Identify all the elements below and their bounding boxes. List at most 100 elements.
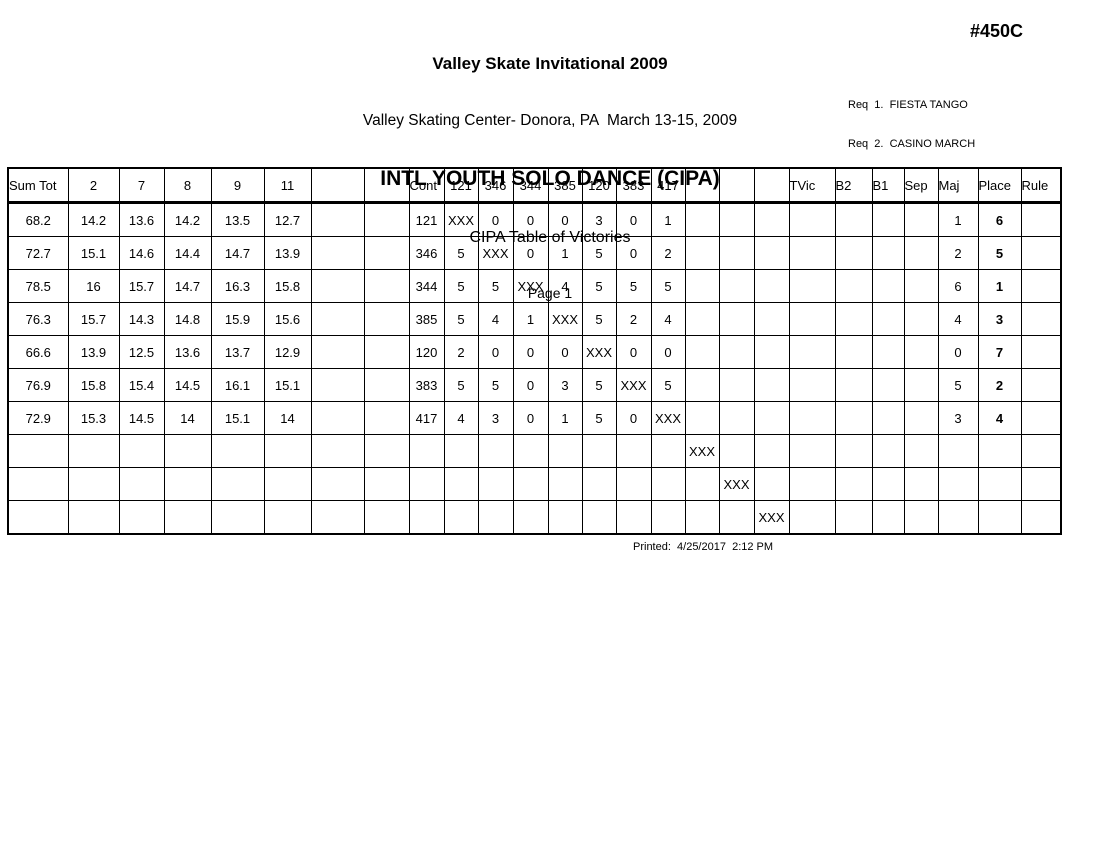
table-cell: 15.1 [67, 236, 120, 270]
table-cell: 14.5 [118, 401, 165, 435]
column-header-346: 346 [477, 167, 514, 204]
table-cell [67, 434, 120, 468]
table-cell [363, 467, 410, 501]
table-cell [443, 467, 479, 501]
table-cell [7, 500, 69, 535]
table-cell [363, 269, 410, 303]
table-cell [363, 434, 410, 468]
column-header-place: Place [977, 167, 1022, 204]
table-cell [718, 368, 755, 402]
table-cell [753, 434, 790, 468]
table-cell: 12.9 [263, 335, 312, 369]
table-cell [1020, 236, 1062, 270]
table-cell: 5 [977, 236, 1022, 270]
header-row: Sum Tot 2 7 8 9 11 Cont 121 346 344 385 120 383 417 TV… [7, 167, 1062, 204]
table-cell: 14.5 [163, 368, 212, 402]
table-cell: XXX [581, 335, 617, 369]
table-cell: 417 [408, 401, 445, 435]
table-cell: 346 [408, 236, 445, 270]
table-cell [684, 269, 720, 303]
table-cell [263, 467, 312, 501]
table-cell [718, 401, 755, 435]
table-cell [788, 302, 836, 336]
table-cell [788, 202, 836, 237]
table-cell [684, 467, 720, 501]
table-cell [753, 302, 790, 336]
table-cell: 2 [443, 335, 479, 369]
table-cell [788, 401, 836, 435]
table-cell: 1 [512, 302, 549, 336]
table-cell [977, 434, 1022, 468]
table-cell [263, 500, 312, 535]
table-row: XXX [7, 467, 1062, 501]
table-cell [547, 434, 583, 468]
table-cell: 5 [581, 236, 617, 270]
table-cell: 1 [650, 202, 686, 237]
table-cell [7, 434, 69, 468]
table-cell [67, 500, 120, 535]
table-cell [903, 500, 939, 535]
table-cell [871, 467, 905, 501]
table-cell: 4 [477, 302, 514, 336]
table-cell [718, 202, 755, 237]
table-cell: 3 [937, 401, 979, 435]
table-cell [210, 434, 265, 468]
column-header-344: 344 [512, 167, 549, 204]
column-header-blank [753, 167, 790, 204]
table-cell [163, 500, 212, 535]
table-cell [310, 202, 365, 237]
table-cell [834, 368, 873, 402]
table-cell: 5 [650, 368, 686, 402]
table-cell [581, 467, 617, 501]
table-row: 76.3 15.7 14.3 14.8 15.9 15.6 385 5 4 1 XXX 5 2 4 4 3 [7, 302, 1062, 336]
table-cell [310, 368, 365, 402]
table-cell: 5 [443, 269, 479, 303]
table-cell [477, 434, 514, 468]
table-cell [788, 236, 836, 270]
table-cell: 4 [443, 401, 479, 435]
table-cell [310, 467, 365, 501]
table-cell [834, 335, 873, 369]
table-cell: 15.9 [210, 302, 265, 336]
table-row: XXX [7, 500, 1062, 535]
table-cell: 14.8 [163, 302, 212, 336]
table-cell [443, 500, 479, 535]
table-cell: 15.1 [263, 368, 312, 402]
table-cell: XXX [684, 434, 720, 468]
table-cell: 5 [581, 401, 617, 435]
column-header-9: 9 [210, 167, 265, 204]
column-header-120: 120 [581, 167, 617, 204]
table-cell [67, 467, 120, 501]
table-cell: 0 [615, 401, 652, 435]
table-cell: 2 [615, 302, 652, 336]
table-cell [871, 368, 905, 402]
table-cell: 120 [408, 335, 445, 369]
table-cell [903, 236, 939, 270]
table-cell: 14 [163, 401, 212, 435]
table-cell [615, 467, 652, 501]
table-cell: 13.5 [210, 202, 265, 237]
table-cell: 0 [512, 401, 549, 435]
table-cell: 5 [650, 269, 686, 303]
table-cell: 78.5 [7, 269, 69, 303]
table-cell [834, 467, 873, 501]
table-cell: 66.6 [7, 335, 69, 369]
table-cell: 344 [408, 269, 445, 303]
table-cell: 15.7 [118, 269, 165, 303]
table-cell [118, 434, 165, 468]
table-cell [977, 467, 1022, 501]
table-cell: XXX [477, 236, 514, 270]
table-cell [7, 467, 69, 501]
table-cell [834, 434, 873, 468]
table-cell: 2 [937, 236, 979, 270]
table-cell [788, 467, 836, 501]
column-header-417: 417 [650, 167, 686, 204]
table-cell [443, 434, 479, 468]
table-row: 72.9 15.3 14.5 14 15.1 14 417 4 3 0 1 5 0 XXX 3 4 [7, 401, 1062, 435]
competition-title: Valley Skate Invitational 2009 [432, 54, 668, 73]
table-cell [1020, 269, 1062, 303]
table-cell [684, 202, 720, 237]
table-cell [1020, 500, 1062, 535]
table-cell: 1 [547, 401, 583, 435]
